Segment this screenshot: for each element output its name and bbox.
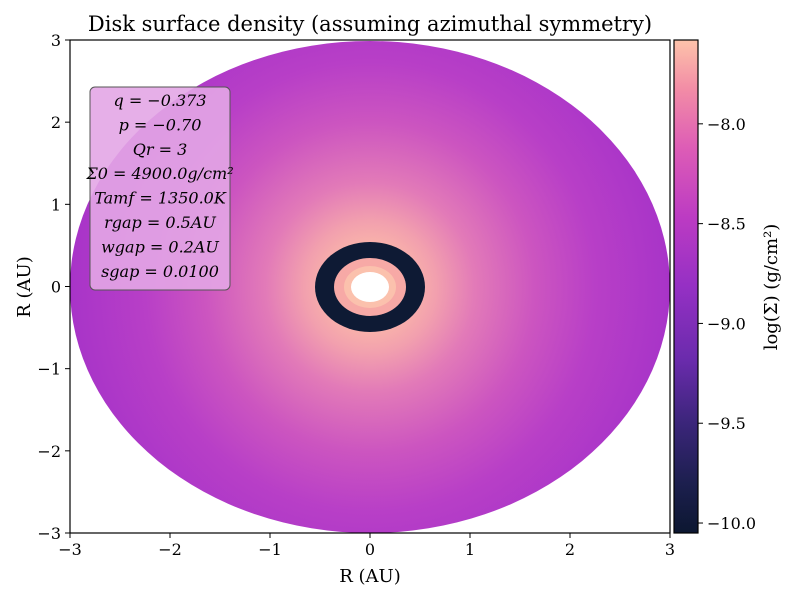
y-axis-label: R (AU) xyxy=(14,256,35,318)
x-tick-label: 3 xyxy=(665,540,675,559)
annotation-line: Σ0 = 4900.0g/cm² xyxy=(85,164,233,183)
colorbar-tick-label: −8.0 xyxy=(707,115,746,134)
annotation-line: sgap = 0.0100 xyxy=(101,262,219,281)
x-tick-label: −2 xyxy=(158,540,182,559)
colorbar-tick-label: −10.0 xyxy=(707,514,756,533)
x-tick-label: 1 xyxy=(465,540,475,559)
y-tick-label: −1 xyxy=(37,360,61,379)
x-axis-label: R (AU) xyxy=(339,566,401,587)
colorbar-tick-label: −8.5 xyxy=(707,215,746,234)
annotation-line: p = −0.70 xyxy=(119,115,202,134)
annotation-line: wgap = 0.2AU xyxy=(101,237,219,256)
annotation-box xyxy=(89,86,231,291)
annotation-line: q = −0.373 xyxy=(113,91,206,110)
parameter-annotation: q = −0.373 p = −0.70 Qr = 3 Σ0 = 4900.0g/cm… xyxy=(85,86,234,291)
y-axis: 3 2 1 0 −1 −2 −3 xyxy=(37,31,70,543)
colorbar-tick-label: −9.5 xyxy=(707,414,746,433)
colorbar: −8.0 −8.5 −9.0 −9.5 −10.0 log(Σ) (g/cm²) xyxy=(673,39,782,534)
y-tick-label: 2 xyxy=(51,113,61,132)
colorbar-frame xyxy=(673,39,699,534)
x-tick-label: 2 xyxy=(565,540,575,559)
annotation-line: rgap = 0.5AU xyxy=(104,213,216,232)
x-tick-label: −3 xyxy=(58,540,82,559)
x-tick-label: 0 xyxy=(365,540,375,559)
chart-title: Disk surface density (assuming azimuthal… xyxy=(88,12,652,36)
colorbar-gradient xyxy=(674,40,698,533)
inner-hole xyxy=(351,272,389,302)
x-tick-label: −1 xyxy=(258,540,282,559)
y-tick-label: 1 xyxy=(51,195,61,214)
colorbar-label: log(Σ) (g/cm²) xyxy=(761,224,782,351)
y-tick-label: −2 xyxy=(37,442,61,461)
annotation-line: Tamf = 1350.0K xyxy=(94,189,227,208)
y-tick-label: 3 xyxy=(51,31,61,50)
y-tick-label: 0 xyxy=(51,278,61,297)
annotation-line: Qr = 3 xyxy=(133,140,188,159)
y-tick-label: −3 xyxy=(37,524,61,543)
colorbar-tick-label: −9.0 xyxy=(707,314,746,333)
x-axis: −3 −2 −1 0 1 2 3 xyxy=(58,533,675,559)
